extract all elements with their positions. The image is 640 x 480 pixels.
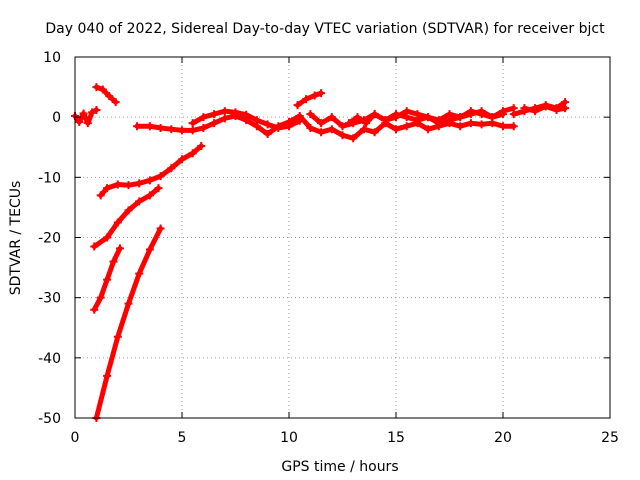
x-axis-title: GPS time / hours — [281, 459, 398, 475]
y-tick-label: -40 — [38, 351, 61, 367]
y-tick-label: -50 — [38, 411, 61, 427]
data-series-8 — [188, 107, 304, 132]
series-trace — [190, 143, 204, 156]
data-series-7 — [133, 111, 518, 143]
series-trace — [147, 225, 164, 253]
data-series-9 — [293, 89, 326, 110]
data-point — [154, 184, 163, 193]
series-trace — [115, 301, 131, 340]
data-point — [317, 89, 326, 98]
y-tick-label: 0 — [52, 110, 61, 126]
data-series-3 — [96, 142, 206, 200]
series-trace — [147, 185, 161, 198]
series-trace — [115, 207, 131, 225]
data-point — [111, 98, 120, 107]
data-point — [156, 224, 165, 233]
series-trace — [106, 93, 119, 105]
x-tick-label: 0 — [71, 430, 80, 446]
series-trace — [104, 259, 117, 283]
data-point — [115, 244, 124, 253]
x-tick-label: 25 — [601, 430, 619, 446]
data-point — [509, 122, 518, 131]
series-trace — [104, 219, 121, 240]
data-series-11 — [344, 107, 507, 128]
data-point — [561, 104, 570, 113]
series-trace — [91, 235, 110, 250]
data-series-4 — [90, 184, 163, 251]
x-tick-label: 10 — [280, 430, 298, 446]
x-tick-label: 5 — [178, 430, 187, 446]
y-tick-label: -10 — [38, 170, 61, 186]
data-point — [499, 110, 507, 119]
data-series-2 — [92, 83, 120, 107]
data-points — [71, 83, 570, 422]
series-trace — [111, 245, 123, 265]
x-tick-label: 15 — [387, 430, 405, 446]
series-trace — [98, 277, 110, 301]
x-tick-label: 20 — [494, 430, 512, 446]
data-point — [197, 142, 206, 151]
data-point — [295, 116, 304, 125]
series-trace — [136, 247, 153, 277]
y-tick-label: 10 — [43, 50, 61, 66]
chart-title: Day 040 of 2022, Sidereal Day-to-day VTE… — [45, 21, 605, 37]
y-tick-label: -30 — [38, 291, 61, 307]
data-series-6 — [92, 224, 165, 422]
y-tick-label: -20 — [38, 231, 61, 247]
data-series-5 — [90, 244, 124, 314]
series-trace — [297, 113, 313, 131]
series-trace — [93, 373, 110, 421]
data-series-13 — [520, 102, 570, 116]
y-axis-title: SDTVAR / TECUs — [8, 181, 24, 296]
axis-ticks: 0 5 10 15 20 25 -50 -40 -30 -20 -10 0 10 — [38, 50, 619, 446]
series-trace — [104, 334, 121, 379]
series-trace — [126, 271, 142, 307]
data-point — [92, 105, 101, 114]
